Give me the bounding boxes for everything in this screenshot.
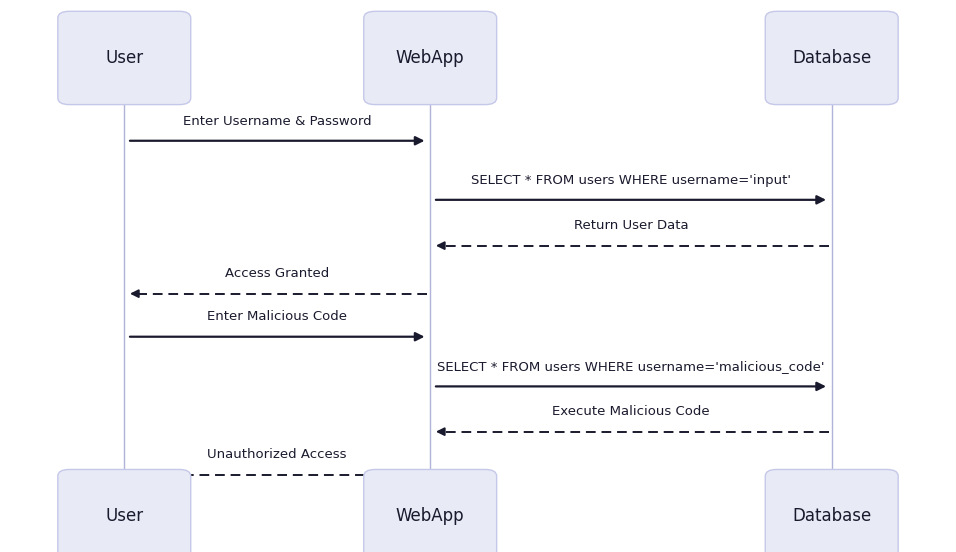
Text: Enter Malicious Code: Enter Malicious Code	[207, 310, 347, 323]
FancyBboxPatch shape	[765, 12, 899, 105]
Text: Unauthorized Access: Unauthorized Access	[207, 448, 347, 461]
Text: Database: Database	[793, 507, 871, 525]
FancyBboxPatch shape	[58, 469, 190, 552]
Text: Database: Database	[793, 49, 871, 67]
FancyBboxPatch shape	[363, 12, 497, 105]
FancyBboxPatch shape	[765, 469, 899, 552]
Text: WebApp: WebApp	[396, 49, 465, 67]
Text: SELECT * FROM users WHERE username='malicious_code': SELECT * FROM users WHERE username='mali…	[437, 360, 825, 373]
Text: Return User Data: Return User Data	[574, 219, 688, 232]
FancyBboxPatch shape	[58, 12, 190, 105]
Text: WebApp: WebApp	[396, 507, 465, 525]
Text: User: User	[105, 49, 143, 67]
Text: Access Granted: Access Granted	[225, 267, 330, 280]
FancyBboxPatch shape	[363, 469, 497, 552]
Text: SELECT * FROM users WHERE username='input': SELECT * FROM users WHERE username='inpu…	[471, 173, 791, 187]
Text: User: User	[105, 507, 143, 525]
Text: Execute Malicious Code: Execute Malicious Code	[553, 405, 709, 418]
Text: Enter Username & Password: Enter Username & Password	[183, 114, 372, 128]
